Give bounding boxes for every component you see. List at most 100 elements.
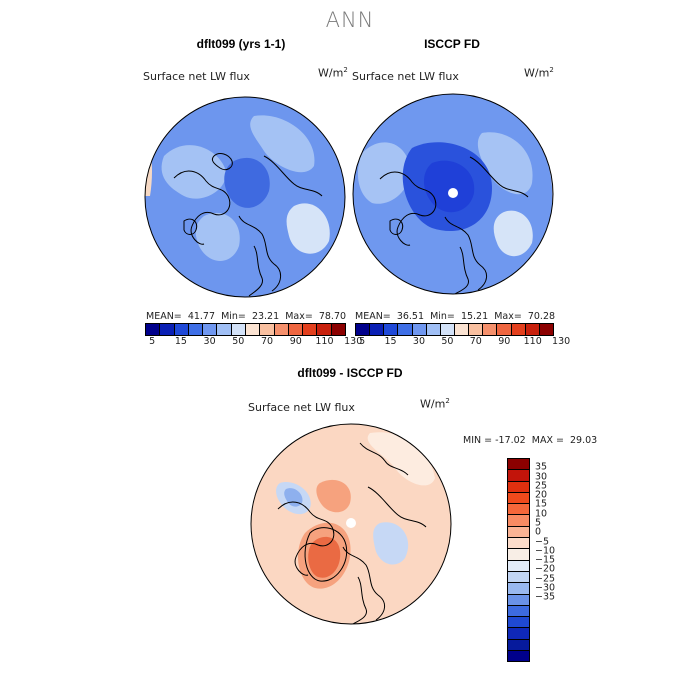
colorbar-swatch	[539, 324, 553, 335]
colorbar-ticks-model: 5 15 30 50 70 90 110 130	[145, 336, 362, 348]
colorbar-tick-label: 10	[535, 508, 548, 520]
colorbar-swatch	[398, 324, 413, 335]
colorbar-tick-label: −30	[535, 582, 556, 594]
colorbar-swatch	[508, 492, 529, 505]
colorbar-tick-label: 70	[260, 336, 274, 347]
colorbar-ticks-diff: 35 30 25 20 15 10 5 0 −5 −10 −15 −20 −25 −30 −35	[535, 458, 575, 625]
colorbar-swatch	[288, 324, 304, 335]
map-field-cool	[373, 522, 409, 565]
colorbar-obs	[355, 323, 554, 336]
colorbar-swatch	[508, 481, 529, 493]
colorbar-swatch	[508, 515, 529, 527]
stats-obs: MEAN= 36.51 Min= 15.21 Max= 70.28	[355, 311, 556, 322]
colorbar-model	[145, 323, 346, 336]
map-field-pale	[493, 210, 533, 257]
colorbar-tick-label: 30	[203, 336, 216, 347]
colorbar-tick-label: 30	[412, 336, 425, 347]
colorbar-swatch	[274, 324, 289, 335]
colorbar-swatch	[508, 459, 529, 471]
colorbar-tick-label: 5	[535, 517, 542, 529]
coastline	[444, 216, 487, 291]
panel-title-model: dflt099 (yrs 1-1)	[196, 37, 286, 51]
main-title: ANN	[325, 8, 375, 32]
colorbar-swatch	[331, 324, 345, 335]
colorbar-swatch	[440, 324, 455, 335]
stats-model: MEAN= 41.77 Min= 23.21 Max= 78.70	[146, 311, 347, 322]
colorbar-swatch	[146, 324, 161, 335]
colorbar-swatch	[508, 538, 529, 550]
coastline	[359, 442, 409, 476]
colorbar-tick-label: 50	[232, 336, 245, 347]
field-label-diff: Surface net LW flux	[248, 401, 355, 414]
colorbar-swatch	[508, 504, 529, 516]
polar-hole	[346, 518, 356, 528]
coastline	[277, 501, 335, 576]
colorbar-tick-label: 130	[552, 336, 571, 347]
colorbar-swatch	[508, 470, 529, 482]
map-field-dark	[224, 157, 270, 208]
colorbar-swatch	[508, 571, 529, 584]
map-field-hot	[308, 536, 341, 578]
colorbar-swatch	[426, 324, 441, 335]
field-label-obs: Surface net LW flux	[352, 70, 459, 83]
colorbar-diff	[507, 458, 530, 663]
colorbar-swatch	[260, 324, 275, 335]
coastline	[454, 246, 470, 294]
polar-map-obs	[352, 93, 554, 295]
colorbar-tick-label: 5	[149, 336, 156, 347]
colorbar-tick-label: 90	[289, 336, 302, 347]
colorbar-tick-label: −25	[535, 573, 556, 585]
coastline	[183, 218, 198, 235]
colorbar-swatch	[508, 639, 529, 652]
colorbar-tick-label: 25	[535, 480, 548, 492]
panel-title-obs: ISCCP FD	[424, 37, 480, 51]
colorbar-swatch	[217, 324, 232, 335]
coastline	[352, 576, 368, 624]
coastline	[211, 153, 233, 171]
colorbar-tick-label: 5	[359, 336, 366, 347]
colorbar-swatch	[160, 324, 175, 335]
colorbar-swatch	[508, 560, 529, 572]
coastline	[367, 486, 427, 528]
coastline	[469, 156, 529, 198]
panel-title-diff: dflt099 - ISCCP FD	[297, 366, 403, 380]
colorbar-swatch	[412, 324, 427, 335]
colorbar-swatch	[231, 324, 246, 335]
colorbar-tick-label: 110	[315, 336, 334, 347]
colorbar-swatch	[454, 324, 470, 335]
colorbar-tick-label: 130	[344, 336, 363, 347]
colorbar-swatch	[508, 617, 529, 629]
colorbar-tick-label: 35	[535, 461, 548, 473]
coastline	[263, 155, 323, 197]
units-model: W/m2	[318, 66, 348, 80]
coastline	[173, 170, 231, 245]
colorbar-swatch	[317, 324, 332, 335]
colorbar-swatch	[508, 605, 529, 618]
colorbar-ticks-obs: 5 15 30 50 70 90 110 130	[355, 336, 570, 348]
coastline	[342, 546, 385, 621]
colorbar-swatch	[245, 324, 261, 335]
colorbar-tick-label: 20	[535, 489, 548, 501]
map-field-deep	[423, 160, 475, 213]
colorbar-tick-label: 110	[523, 336, 542, 347]
coastline	[389, 218, 404, 235]
colorbar-swatch	[508, 628, 529, 640]
colorbar-swatch	[508, 651, 529, 662]
coastline	[304, 527, 348, 582]
polar-map-model	[144, 96, 346, 298]
colorbar-tick-label: −5	[535, 536, 550, 547]
polar-hole	[448, 188, 458, 198]
map-field-pale	[286, 203, 330, 254]
colorbar-swatch	[188, 324, 204, 335]
map-field-light	[250, 115, 315, 173]
colorbar-tick-label: 50	[441, 336, 454, 347]
colorbar-swatch	[508, 594, 529, 606]
coastline	[248, 245, 264, 297]
colorbar-swatch	[384, 324, 399, 335]
map-field-light	[367, 432, 435, 486]
colorbar-swatch	[525, 324, 540, 335]
units-obs: W/m2	[524, 66, 554, 80]
colorbar-tick-label: 70	[469, 336, 482, 347]
units-diff: W/m2	[420, 397, 450, 411]
coastline	[379, 171, 437, 246]
